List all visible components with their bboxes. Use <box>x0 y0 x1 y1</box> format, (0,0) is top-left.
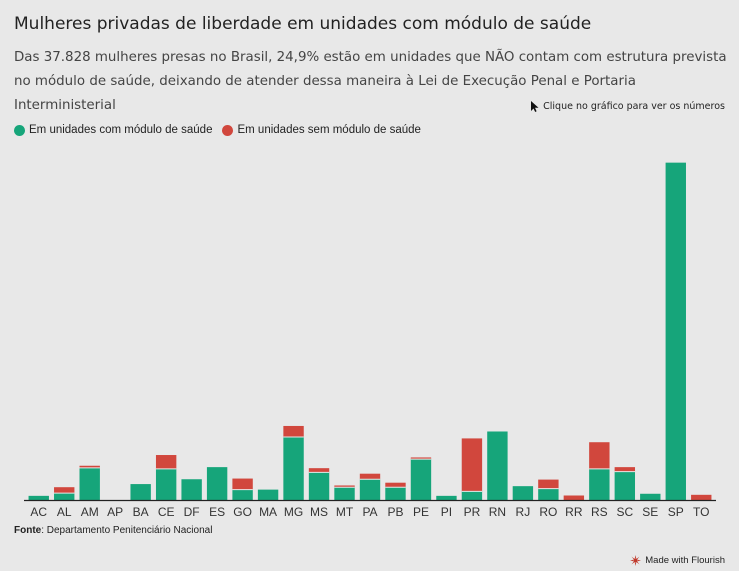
chart-subtitle: Das 37.828 mulheres presas no Brasil, 24… <box>14 50 727 113</box>
x-tick-label-mg: MG <box>284 505 303 519</box>
x-tick-label-rn: RN <box>489 505 506 519</box>
x-tick-label-rr: RR <box>565 505 583 519</box>
x-tick-label-pi: PI <box>441 505 452 519</box>
bar-ro-without-module[interactable] <box>538 479 559 489</box>
x-tick-label-sc: SC <box>616 505 633 519</box>
x-tick-label-sp: SP <box>668 505 684 519</box>
click-hint-text: Clique no gráfico para ver os números <box>543 101 725 112</box>
source-note: Fonte: Departamento Penitenciário Nacion… <box>14 525 212 536</box>
bar-go-without-module[interactable] <box>232 478 253 490</box>
x-tick-label-se: SE <box>642 505 658 519</box>
bar-ma-with-module[interactable] <box>257 489 279 500</box>
x-tick-label-ac: AC <box>30 505 47 519</box>
click-hint: Clique no gráfico para ver os números <box>531 101 725 112</box>
bar-sc-without-module[interactable] <box>614 467 636 472</box>
legend-dot-red <box>222 124 234 136</box>
bar-pr-without-module[interactable] <box>461 438 483 492</box>
flourish-logo-icon <box>630 555 642 566</box>
legend-label-with-health-module: Em unidades com módulo de saúde <box>29 124 213 136</box>
cursor-icon <box>531 101 539 112</box>
bar-ro-with-module[interactable] <box>538 488 559 500</box>
x-tick-label-rj: RJ <box>516 505 531 519</box>
bar-ms-with-module[interactable] <box>308 472 330 500</box>
x-tick-label-go: GO <box>233 505 252 519</box>
bar-ce-without-module[interactable] <box>155 455 177 469</box>
x-tick-label-ro: RO <box>539 505 557 519</box>
bar-pr-with-module[interactable] <box>461 491 483 500</box>
bar-ce-with-module[interactable] <box>155 468 177 500</box>
bar-rr-without-module[interactable] <box>563 495 585 501</box>
x-tick-label-ap: AP <box>107 505 123 519</box>
bar-pe-with-module[interactable] <box>410 459 432 500</box>
x-tick-label-rs: RS <box>591 505 608 519</box>
bar-mg-without-module[interactable] <box>283 425 304 438</box>
flourish-credit[interactable]: Made with Flourish <box>630 555 725 566</box>
bar-ac-with-module[interactable] <box>28 495 49 500</box>
x-tick-label-es: ES <box>209 505 225 519</box>
legend-dot-green <box>14 124 25 136</box>
x-tick-label-ms: MS <box>310 505 328 519</box>
chart-title: Mulheres privadas de liberdade em unidad… <box>14 14 592 34</box>
bar-pb-with-module[interactable] <box>385 487 406 500</box>
bar-se-with-module[interactable] <box>640 493 661 500</box>
bar-al-without-module[interactable] <box>54 487 75 494</box>
bar-sc-with-module[interactable] <box>614 471 636 500</box>
bar-go-with-module[interactable] <box>232 489 253 500</box>
bar-rs-without-module[interactable] <box>589 442 610 469</box>
bar-pi-with-module[interactable] <box>436 495 457 500</box>
bar-rs-with-module[interactable] <box>589 468 610 500</box>
bar-am-with-module[interactable] <box>79 467 100 500</box>
legend-label-without-health-module: Em unidades sem módulo de saúde <box>237 124 421 136</box>
x-tick-label-al: AL <box>57 505 72 519</box>
bar-sp-with-module[interactable] <box>665 162 686 500</box>
bar-am-without-module[interactable] <box>79 465 100 468</box>
bar-mt-without-module[interactable] <box>334 485 355 488</box>
x-tick-label-pe: PE <box>413 505 429 519</box>
bar-mt-with-module[interactable] <box>334 487 355 500</box>
stacked-bar-chart[interactable]: AC AL AM AP BA CE DF ES GO MA MG MS MT PA PB PE PI PR RN RJ… <box>0 140 739 525</box>
x-tick-label-to: TO <box>693 505 709 519</box>
legend-item-with-health-module[interactable]: Em unidades com módulo de saúde <box>14 124 212 136</box>
bar-es-with-module[interactable] <box>206 467 228 500</box>
x-tick-label-df: DF <box>184 505 200 519</box>
x-tick-label-ba: BA <box>133 505 149 519</box>
flourish-credit-text: Made with Flourish <box>645 555 725 566</box>
x-tick-label-ce: CE <box>158 505 175 519</box>
source-text: : Departamento Penitenciário Nacional <box>41 525 213 536</box>
x-tick-label-mt: MT <box>336 505 354 519</box>
x-tick-label-am: AM <box>81 505 99 519</box>
bar-ms-without-module[interactable] <box>308 468 330 473</box>
x-tick-label-ma: MA <box>259 505 277 519</box>
bar-pb-without-module[interactable] <box>385 482 406 488</box>
x-tick-label-pa: PA <box>362 505 377 519</box>
source-label: Fonte <box>14 525 42 536</box>
bar-al-with-module[interactable] <box>54 493 75 500</box>
bar-rn-with-module[interactable] <box>487 431 508 500</box>
bar-rj-with-module[interactable] <box>512 486 534 500</box>
x-tick-label-pb: PB <box>387 505 403 519</box>
legend-item-without-health-module[interactable]: Em unidades sem módulo de saúde <box>222 124 421 136</box>
bar-pa-without-module[interactable] <box>359 473 381 480</box>
bar-to-without-module[interactable] <box>691 494 712 500</box>
bar-mg-with-module[interactable] <box>283 437 304 500</box>
bar-pa-with-module[interactable] <box>359 479 381 500</box>
legend: Em unidades com módulo de saúde Em unida… <box>14 124 421 136</box>
bar-df-with-module[interactable] <box>181 479 202 500</box>
x-tick-label-pr: PR <box>464 505 481 519</box>
bar-ba-with-module[interactable] <box>130 484 151 500</box>
bar-pe-without-module[interactable] <box>410 457 432 460</box>
